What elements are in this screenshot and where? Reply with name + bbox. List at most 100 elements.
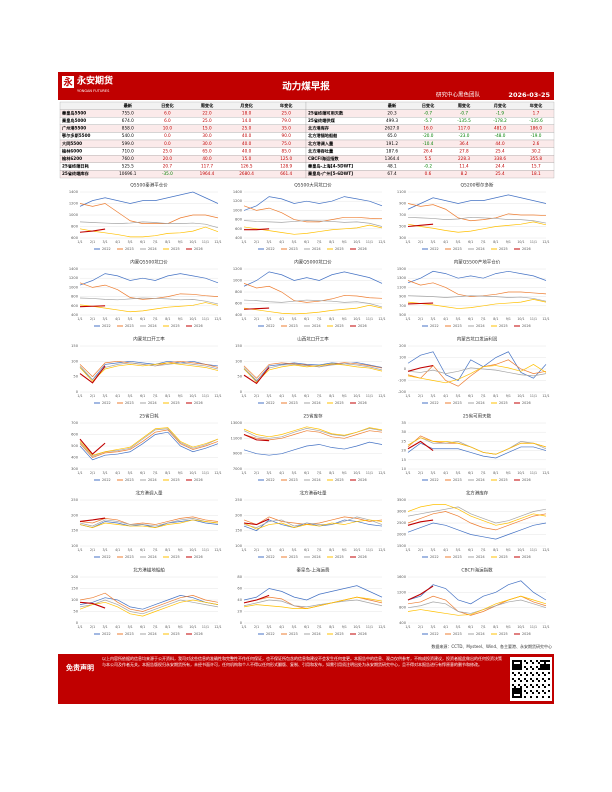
x-tick-label: 11/1 xyxy=(366,394,373,398)
series-line xyxy=(79,516,219,525)
y-tick-label: 800 xyxy=(71,295,79,299)
y-tick-label: 700 xyxy=(71,421,79,425)
qr-cell xyxy=(514,696,516,698)
qr-cell xyxy=(540,668,542,670)
legend-label: 2026 xyxy=(522,632,531,636)
logo-glyph: 永 xyxy=(62,76,73,88)
x-tick-label: 5/1 xyxy=(456,471,461,475)
qr-cell xyxy=(512,692,514,694)
chart-title: 秦皇岛-上海运费 xyxy=(296,567,330,574)
series-line xyxy=(79,365,106,384)
legend-label: 2022 xyxy=(266,401,275,405)
x-tick-label: 1/1 xyxy=(77,471,82,475)
x-tick-label: 2/1 xyxy=(90,625,95,629)
series-line xyxy=(243,363,383,383)
x-tick-label: 2/1 xyxy=(254,317,259,321)
series-line xyxy=(407,302,434,305)
x-tick-label: 6/1 xyxy=(140,240,145,244)
x-tick-label: 6/1 xyxy=(140,394,145,398)
table-cell: -10.4 xyxy=(423,141,434,146)
qr-cell xyxy=(536,672,538,674)
legend-label: 2023 xyxy=(453,247,462,251)
qr-cell xyxy=(524,660,526,662)
y-tick-label: 1200 xyxy=(69,202,79,206)
table-cell: 20.7 xyxy=(163,164,173,169)
legend-label: 2026 xyxy=(194,401,203,405)
y-tick-label: 800 xyxy=(71,225,79,229)
qr-cell xyxy=(548,684,550,686)
qr-cell xyxy=(536,666,538,668)
qr-cell xyxy=(514,680,516,682)
x-tick-label: 1/1 xyxy=(241,394,246,398)
table-cell: 499.3 xyxy=(386,118,398,123)
table-cell: 191.2 xyxy=(386,141,398,146)
qr-cell xyxy=(548,660,550,662)
legend-label: 2024 xyxy=(312,555,321,559)
x-tick-label: 9/1 xyxy=(506,317,511,321)
x-tick-label: 6/1 xyxy=(140,548,145,552)
table-cell: 44.0 xyxy=(495,141,505,146)
qr-cell xyxy=(512,688,514,690)
x-tick-label: 5/1 xyxy=(128,625,133,629)
y-tick-label: 500 xyxy=(399,313,407,317)
series-line xyxy=(244,228,270,231)
legend-label: 2022 xyxy=(102,401,111,405)
table-cell: 15.0 xyxy=(202,126,212,131)
qr-cell xyxy=(518,666,520,668)
legend-label: 2025 xyxy=(499,478,508,482)
y-tick-label: 400 xyxy=(235,236,243,240)
x-tick-label: 11/1 xyxy=(530,471,537,475)
qr-cell xyxy=(532,662,534,664)
qr-cell xyxy=(532,674,534,676)
qr-cell xyxy=(518,672,520,674)
table-row xyxy=(59,132,307,141)
legend-label: 2023 xyxy=(289,324,298,328)
x-tick-label: 7/1 xyxy=(153,240,158,244)
table-cell: 187.6 xyxy=(386,148,398,153)
x-tick-label: 2/1 xyxy=(418,548,423,552)
row-label: 25省终端库存 xyxy=(62,170,90,177)
series-line xyxy=(243,441,383,456)
x-tick-label: 12/1 xyxy=(378,240,385,244)
y-tick-label: 25 xyxy=(401,439,406,443)
x-tick-label: 2/1 xyxy=(90,471,95,475)
qr-cell xyxy=(512,690,514,692)
y-tick-label: 100 xyxy=(71,544,79,548)
table-cell: 338.6 xyxy=(494,156,506,161)
table-row xyxy=(59,170,307,179)
chart-title: Q5500秦港平仓价 xyxy=(130,182,168,189)
x-tick-label: 8/1 xyxy=(329,548,334,552)
x-tick-label: 10/1 xyxy=(353,548,360,552)
y-tick-label: 1000 xyxy=(69,213,79,217)
y-tick-label: 0 xyxy=(240,621,243,625)
column-header: 年变化 xyxy=(280,102,293,109)
series-line xyxy=(407,299,547,309)
x-tick-label: 3/1 xyxy=(431,240,436,244)
x-tick-label: 5/1 xyxy=(128,548,133,552)
qr-cell xyxy=(520,696,522,698)
qr-cell xyxy=(530,696,532,698)
qr-cell xyxy=(544,668,546,670)
x-tick-label: 10/1 xyxy=(189,240,196,244)
x-tick-label: 7/1 xyxy=(153,625,158,629)
x-tick-label: 3/1 xyxy=(431,394,436,398)
series-line xyxy=(243,519,383,530)
y-tick-label: 100 xyxy=(235,544,243,548)
x-tick-label: 2/1 xyxy=(90,317,95,321)
y-tick-label: 500 xyxy=(71,444,79,448)
legend-label: 2024 xyxy=(312,324,321,328)
table-cell: 674.0 xyxy=(122,118,134,123)
x-tick-label: 9/1 xyxy=(178,625,183,629)
x-tick-label: 7/1 xyxy=(481,625,486,629)
x-tick-label: 9/1 xyxy=(506,240,511,244)
series-line xyxy=(79,519,219,528)
table-cell: -23.0 xyxy=(459,133,470,138)
chart-title: 内蒙古坑口发运利润 xyxy=(457,336,498,343)
x-tick-label: 12/1 xyxy=(378,548,385,552)
x-tick-label: 10/1 xyxy=(189,317,196,321)
table-header-row xyxy=(59,101,307,110)
chart-title: 25省库存 xyxy=(303,413,323,420)
x-tick-label: 10/1 xyxy=(517,317,524,321)
x-tick-label: 12/1 xyxy=(214,240,221,244)
qr-cell xyxy=(518,692,520,694)
